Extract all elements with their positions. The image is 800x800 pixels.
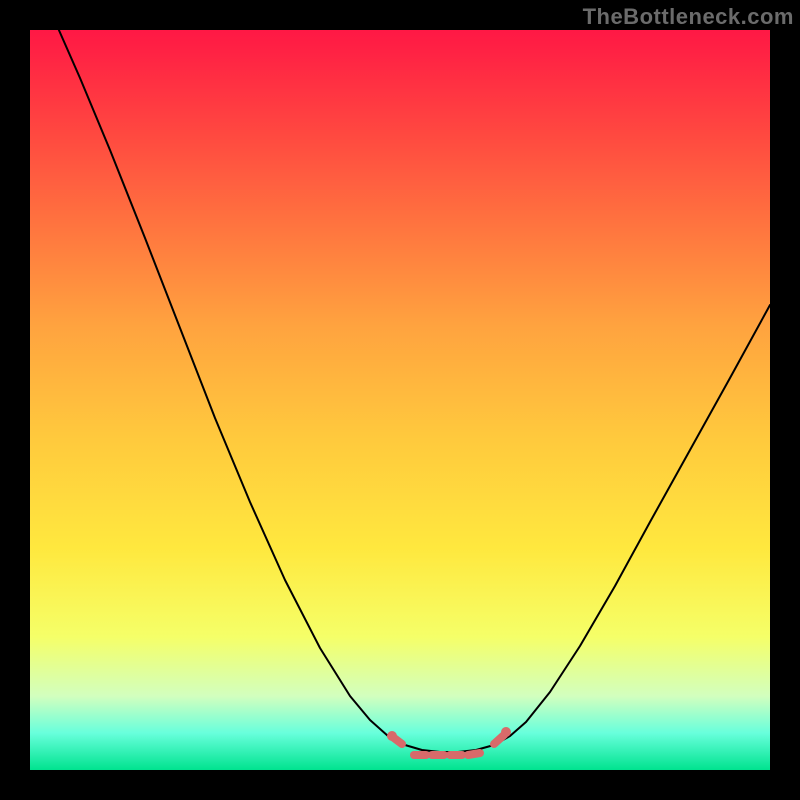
chart-canvas: TheBottleneck.com: [0, 0, 800, 800]
chart-plot: [0, 0, 800, 800]
v-curve: [58, 28, 770, 752]
watermark-text: TheBottleneck.com: [583, 4, 794, 30]
curve-bottom-marks: [387, 727, 511, 755]
